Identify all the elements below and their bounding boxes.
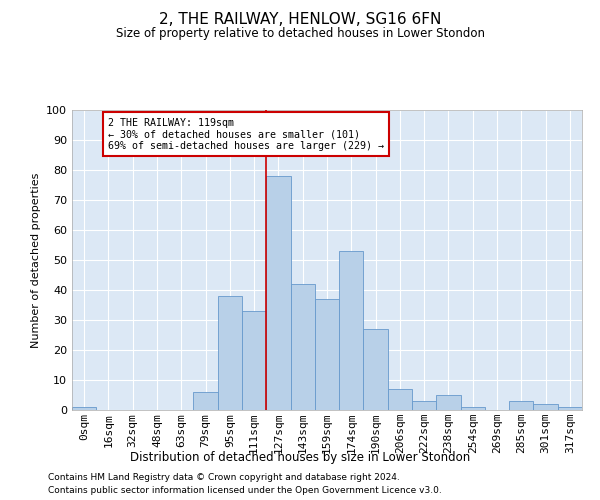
Text: 2, THE RAILWAY, HENLOW, SG16 6FN: 2, THE RAILWAY, HENLOW, SG16 6FN: [159, 12, 441, 28]
Text: Distribution of detached houses by size in Lower Stondon: Distribution of detached houses by size …: [130, 451, 470, 464]
Text: Contains HM Land Registry data © Crown copyright and database right 2024.: Contains HM Land Registry data © Crown c…: [48, 474, 400, 482]
Bar: [290, 284, 315, 410]
Bar: [509, 401, 533, 410]
Bar: [315, 299, 339, 410]
Bar: [412, 401, 436, 410]
Bar: [558, 407, 582, 410]
Bar: [193, 392, 218, 410]
Bar: [364, 329, 388, 410]
Bar: [388, 389, 412, 410]
Bar: [72, 407, 96, 410]
Bar: [461, 407, 485, 410]
Text: Size of property relative to detached houses in Lower Stondon: Size of property relative to detached ho…: [115, 28, 485, 40]
Bar: [266, 176, 290, 410]
Bar: [339, 251, 364, 410]
Bar: [218, 296, 242, 410]
Bar: [242, 311, 266, 410]
Bar: [436, 395, 461, 410]
Y-axis label: Number of detached properties: Number of detached properties: [31, 172, 41, 348]
Bar: [533, 404, 558, 410]
Text: 2 THE RAILWAY: 119sqm
← 30% of detached houses are smaller (101)
69% of semi-det: 2 THE RAILWAY: 119sqm ← 30% of detached …: [109, 118, 385, 150]
Text: Contains public sector information licensed under the Open Government Licence v3: Contains public sector information licen…: [48, 486, 442, 495]
